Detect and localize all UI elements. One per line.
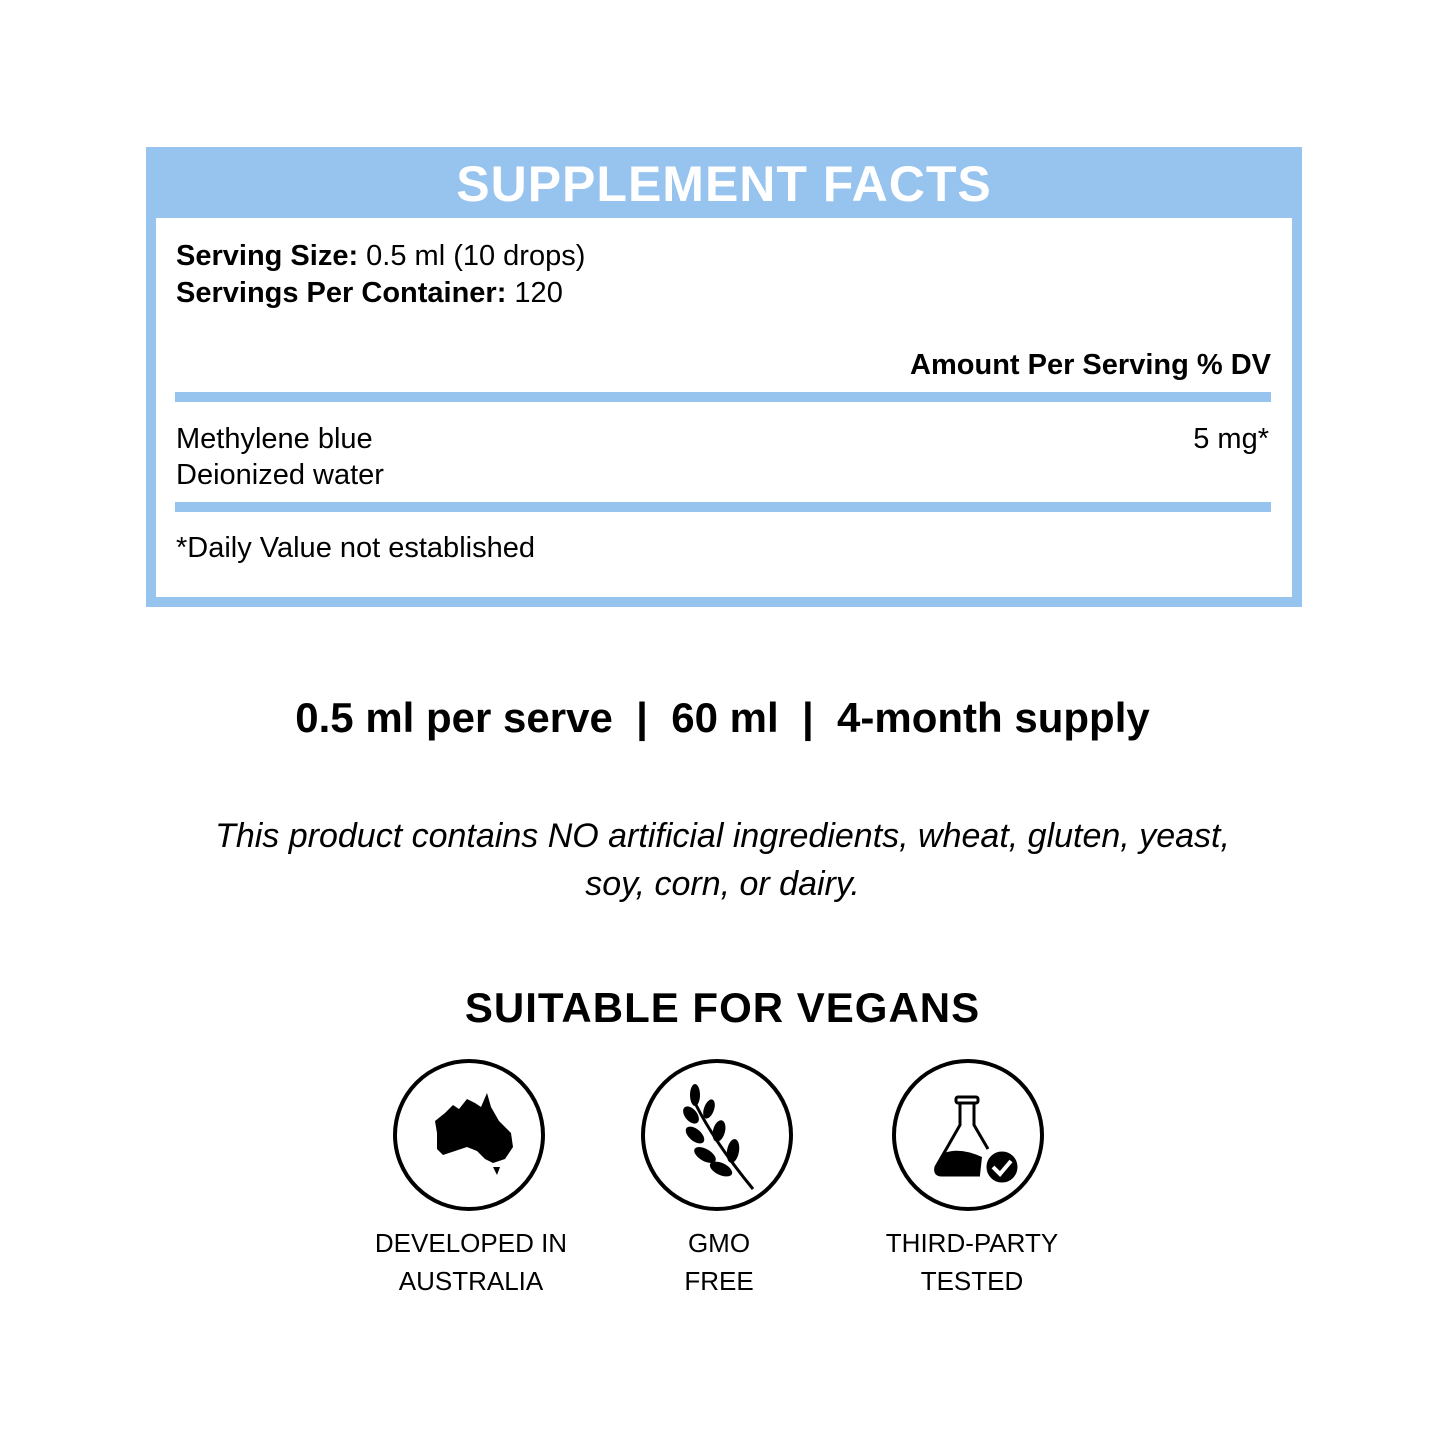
badge-label-line: THIRD-PARTY [885,1228,1059,1258]
badge-third-party-tested [892,1059,1044,1211]
serving-size-label: Serving Size: [176,240,359,272]
badge-label-line: FREE [684,1266,754,1296]
badge-label-line: AUSTRALIA [398,1266,544,1296]
flask-check-icon [934,1095,1021,1186]
free-from-line-2: soy, corn, or dairy. [585,865,860,903]
australia-map-icon [435,1093,513,1175]
serving-size: Serving Size: 0.5 ml (10 drops) [176,240,585,273]
column-header: Amount Per Serving % DV [910,349,1271,381]
ingredient-amount: 5 mg* [1193,423,1269,455]
summary-line: 0.5 ml per serve | 60 ml | 4-month suppl… [295,694,1150,741]
supplement-facts-panel [146,147,1302,607]
servings-per-container: Servings Per Container: 120 [176,277,563,310]
free-from-line-1: This product contains NO artificial ingr… [215,817,1230,855]
divider [175,502,1271,512]
badge-label: THIRD-PARTY TESTED [842,1224,1102,1300]
servings-value: 120 [506,277,563,309]
badge-australia [393,1059,545,1211]
footnote: *Daily Value not established [176,532,535,564]
vegan-heading: SUITABLE FOR VEGANS [464,984,981,1031]
ingredient-name: Methylene blue [176,423,373,455]
badge-gmo-free [641,1059,793,1211]
badge-label: DEVELOPED IN AUSTRALIA [341,1224,601,1300]
servings-label: Servings Per Container: [176,277,507,309]
badge-label-line: DEVELOPED IN [374,1228,568,1258]
badge-label-line: TESTED [920,1266,1024,1296]
badge-label: GMO FREE [589,1224,849,1300]
ingredient-name: Deionized water [176,459,384,491]
facts-title: SUPPLEMENT FACTS [146,147,1302,218]
wheat-leaf-icon [683,1084,755,1190]
badge-label-line: GMO [687,1228,751,1258]
divider [175,392,1271,402]
serving-size-value: 0.5 ml (10 drops) [358,240,586,272]
